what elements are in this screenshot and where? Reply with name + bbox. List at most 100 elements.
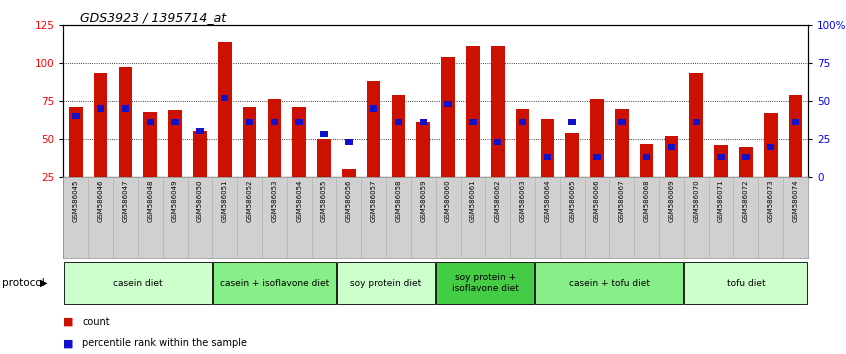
Bar xyxy=(519,119,526,125)
Bar xyxy=(494,139,502,145)
Bar xyxy=(370,105,377,112)
Text: GSM586072: GSM586072 xyxy=(743,179,749,222)
Text: GSM586049: GSM586049 xyxy=(172,179,179,222)
Text: GSM586059: GSM586059 xyxy=(420,179,426,222)
Text: GSM586066: GSM586066 xyxy=(594,179,600,222)
Bar xyxy=(764,113,777,177)
FancyBboxPatch shape xyxy=(337,262,435,304)
Bar xyxy=(342,170,355,177)
Bar xyxy=(392,95,405,177)
Text: GSM586052: GSM586052 xyxy=(246,179,253,222)
Bar xyxy=(470,119,476,125)
Text: GSM586068: GSM586068 xyxy=(644,179,650,222)
Bar xyxy=(146,119,154,125)
Bar xyxy=(118,67,132,177)
Bar xyxy=(168,110,182,177)
Bar xyxy=(643,154,651,160)
Bar xyxy=(442,57,455,177)
Text: GSM586069: GSM586069 xyxy=(668,179,674,222)
Bar xyxy=(466,46,480,177)
Bar xyxy=(94,74,107,177)
Text: GSM586055: GSM586055 xyxy=(321,179,327,222)
Text: casein + isoflavone diet: casein + isoflavone diet xyxy=(220,279,329,288)
Bar xyxy=(717,154,725,160)
Text: GSM586045: GSM586045 xyxy=(73,179,79,222)
Text: percentile rank within the sample: percentile rank within the sample xyxy=(82,338,247,348)
Bar xyxy=(395,119,402,125)
Bar xyxy=(271,119,278,125)
Text: GSM586051: GSM586051 xyxy=(222,179,228,222)
Text: GSM586062: GSM586062 xyxy=(495,179,501,222)
Text: GSM586071: GSM586071 xyxy=(718,179,724,222)
Bar xyxy=(97,105,104,112)
Bar xyxy=(767,143,774,150)
Text: GSM586048: GSM586048 xyxy=(147,179,153,222)
Bar xyxy=(788,95,802,177)
Text: ■: ■ xyxy=(63,338,74,348)
Bar xyxy=(565,133,579,177)
Text: casein + tofu diet: casein + tofu diet xyxy=(569,279,650,288)
Bar xyxy=(267,99,281,177)
Bar xyxy=(618,119,625,125)
Bar xyxy=(739,147,753,177)
Bar xyxy=(591,99,604,177)
Bar xyxy=(72,113,80,119)
Bar xyxy=(196,128,204,135)
Bar xyxy=(144,112,157,177)
Bar xyxy=(416,122,430,177)
Bar xyxy=(640,143,653,177)
Text: GSM586056: GSM586056 xyxy=(346,179,352,222)
Text: ▶: ▶ xyxy=(41,278,47,288)
Bar xyxy=(544,154,551,160)
Bar xyxy=(420,119,427,125)
Bar xyxy=(541,119,554,177)
Bar xyxy=(317,139,331,177)
Text: GSM586061: GSM586061 xyxy=(470,179,476,222)
Bar xyxy=(792,119,799,125)
FancyBboxPatch shape xyxy=(437,262,535,304)
Bar xyxy=(295,119,303,125)
Text: soy protein +
isoflavone diet: soy protein + isoflavone diet xyxy=(452,274,519,293)
FancyBboxPatch shape xyxy=(536,262,684,304)
Bar xyxy=(693,119,700,125)
Text: tofu diet: tofu diet xyxy=(727,279,765,288)
Bar xyxy=(491,46,504,177)
Text: GSM586053: GSM586053 xyxy=(272,179,277,222)
Text: count: count xyxy=(82,317,110,327)
Text: GSM586073: GSM586073 xyxy=(767,179,774,222)
Text: GSM586064: GSM586064 xyxy=(544,179,551,222)
Bar xyxy=(516,108,530,177)
Bar xyxy=(69,107,83,177)
Bar xyxy=(246,119,253,125)
Text: GSM586060: GSM586060 xyxy=(445,179,451,222)
Bar xyxy=(122,105,129,112)
Text: casein diet: casein diet xyxy=(113,279,162,288)
Text: GSM586057: GSM586057 xyxy=(371,179,376,222)
Text: GSM586070: GSM586070 xyxy=(693,179,700,222)
FancyBboxPatch shape xyxy=(213,262,336,304)
Bar xyxy=(714,145,728,177)
Bar xyxy=(243,107,256,177)
Text: GSM586058: GSM586058 xyxy=(395,179,402,222)
Bar xyxy=(569,119,576,125)
Bar xyxy=(218,41,232,177)
Bar xyxy=(367,81,381,177)
Bar xyxy=(665,136,678,177)
Bar xyxy=(321,131,327,137)
Bar xyxy=(193,131,206,177)
Text: GSM586074: GSM586074 xyxy=(793,179,799,222)
Bar xyxy=(615,108,629,177)
Bar xyxy=(172,119,179,125)
Bar xyxy=(345,139,353,145)
Text: GSM586067: GSM586067 xyxy=(618,179,625,222)
Bar xyxy=(667,143,675,150)
Text: GSM586065: GSM586065 xyxy=(569,179,575,222)
FancyBboxPatch shape xyxy=(684,262,807,304)
Bar xyxy=(221,95,228,101)
FancyBboxPatch shape xyxy=(64,262,211,304)
Text: ■: ■ xyxy=(63,317,74,327)
Bar xyxy=(742,154,750,160)
Text: GSM586063: GSM586063 xyxy=(519,179,525,222)
Text: GDS3923 / 1395714_at: GDS3923 / 1395714_at xyxy=(80,11,227,24)
Bar xyxy=(293,107,306,177)
